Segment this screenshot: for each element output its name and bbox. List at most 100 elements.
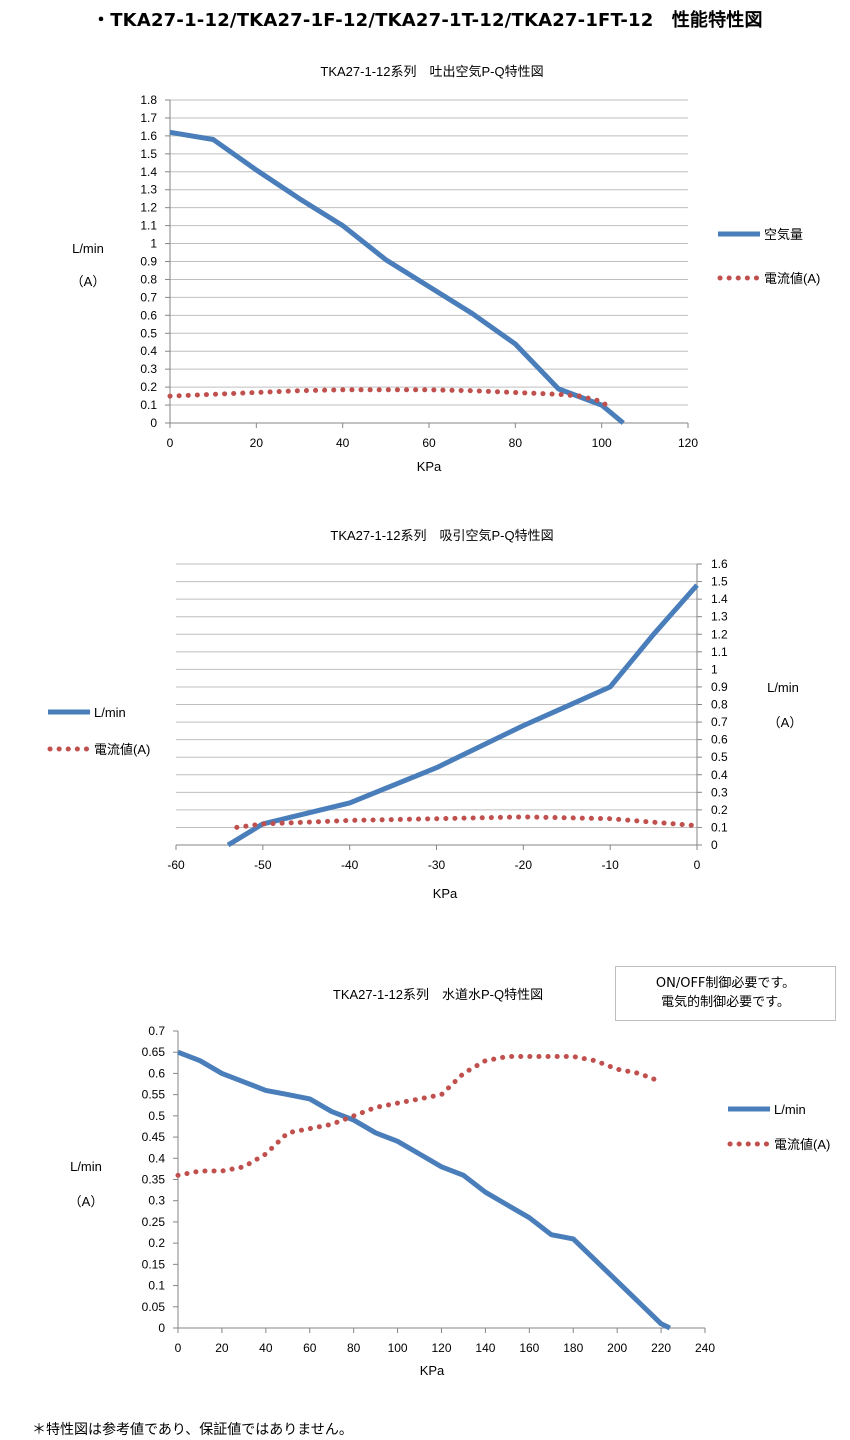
- series-line-1: [177, 1049, 671, 1331]
- y-tick-label: 0.25: [142, 1215, 166, 1229]
- y-tick-label: 0.5: [711, 750, 728, 764]
- x-tick-label: 0: [167, 436, 174, 450]
- y-tick-label: 0: [158, 1321, 165, 1335]
- y-tick-label: 1.3: [140, 183, 157, 197]
- x-tick-label: -10: [601, 858, 619, 872]
- y-tick-label: 1.5: [140, 147, 157, 161]
- y-axis-label: （A）: [768, 715, 803, 730]
- y-tick-label: 0.2: [140, 380, 157, 394]
- y-tick-label: 0.2: [148, 1236, 165, 1250]
- x-tick-label: -40: [341, 858, 359, 872]
- y-tick-label: 0.6: [148, 1066, 165, 1080]
- y-tick-label: 0.35: [142, 1173, 166, 1187]
- y-tick-label: 0.65: [142, 1045, 166, 1059]
- y-tick-label: 0.4: [711, 768, 728, 782]
- y-tick-label: 0.5: [140, 326, 157, 340]
- suction-air-pq-chart: TKA27-1-12系列 吸引空気P-Q特性図 0 0.1 0.2 0.3 0.4 0.5 0…: [47, 528, 803, 901]
- y-tick-label: 1.6: [711, 557, 728, 571]
- y-tick-label: 0.9: [140, 255, 157, 269]
- y-tick-label: 0.5: [148, 1109, 165, 1123]
- x-axis-label: KPa: [433, 886, 458, 901]
- x-tick-label: 0: [175, 1341, 182, 1355]
- x-tick-label: 180: [563, 1341, 583, 1355]
- x-axis-label: KPa: [420, 1363, 445, 1378]
- legend-label-2: 電流値(A): [764, 271, 820, 286]
- x-tick-label: 100: [388, 1341, 408, 1355]
- x-axis-label: KPa: [417, 459, 442, 474]
- x-tick-label: -50: [254, 858, 272, 872]
- y-tick-label: 0.6: [140, 308, 157, 322]
- y-tick-label: 1: [711, 662, 718, 676]
- y-tick-label: 0.2: [711, 803, 728, 817]
- x-tick-label: 20: [250, 436, 264, 450]
- y-tick-label: 0.1: [148, 1279, 165, 1293]
- chart-title: TKA27-1-12系列 水道水P-Q特性図: [333, 987, 543, 1002]
- y-tick-label: 0.9: [711, 680, 728, 694]
- y-tick-label: 1.4: [140, 165, 157, 179]
- note-line-1: ON/OFF制御必要です。: [655, 976, 796, 991]
- control-note-box: ON/OFF制御必要です。 電気的制御必要です。: [615, 966, 836, 1021]
- y-tick-label: 0.05: [142, 1300, 166, 1314]
- x-tick-label: 120: [431, 1341, 451, 1355]
- series-line-2: [175, 1054, 664, 1178]
- legend-label-1: L/min: [774, 1102, 806, 1117]
- x-tick-label: 20: [215, 1341, 229, 1355]
- y-axis-label: L/min: [72, 241, 104, 256]
- x-tick-label: 120: [678, 436, 698, 450]
- series-line-1: [226, 583, 699, 848]
- y-axis-label: （A）: [71, 274, 106, 289]
- y-axis-label: L/min: [70, 1159, 102, 1174]
- y-tick-label: 1.1: [140, 219, 157, 233]
- y-tick-label: 0.7: [140, 290, 157, 304]
- x-tick-label: 140: [475, 1341, 495, 1355]
- y-tick-label: 1.8: [140, 93, 157, 107]
- chart-title: TKA27-1-12系列 吸引空気P-Q特性図: [330, 528, 553, 543]
- y-tick-label: 0.3: [711, 785, 728, 799]
- y-tick-label: 0.45: [142, 1130, 166, 1144]
- series-line-1: [169, 129, 625, 425]
- y-tick-label: 1.6: [140, 129, 157, 143]
- x-tick-label: 40: [336, 436, 350, 450]
- x-tick-label: 220: [651, 1341, 671, 1355]
- y-tick-label: 1: [150, 237, 157, 251]
- y-tick-label: 1.1: [711, 645, 728, 659]
- y-tick-label: 0.7: [711, 715, 728, 729]
- x-tick-label: -20: [515, 858, 533, 872]
- x-tick-label: 160: [519, 1341, 539, 1355]
- y-tick-label: 1.3: [711, 610, 728, 624]
- tap-water-pq-chart: TKA27-1-12系列 水道水P-Q特性図 0 0.05 0.1 0.15 0.2 0.2…: [69, 987, 831, 1378]
- legend-label-1: L/min: [94, 705, 126, 720]
- y-tick-label: 0.4: [140, 344, 157, 358]
- note-line-2: 電気的制御必要です。: [661, 995, 790, 1010]
- y-tick-label: 1.7: [140, 111, 157, 125]
- y-tick-label: 1.2: [140, 201, 157, 215]
- x-tick-label: 200: [607, 1341, 627, 1355]
- y-tick-label: 1.4: [711, 592, 728, 606]
- y-axis-label: （A）: [69, 1194, 104, 1209]
- y-tick-label: 1.2: [711, 627, 728, 641]
- x-tick-label: 0: [694, 858, 701, 872]
- y-tick-label: 0.3: [140, 362, 157, 376]
- y-tick-label: 0.4: [148, 1151, 165, 1165]
- chart-title: TKA27-1-12系列 吐出空気P-Q特性図: [320, 64, 543, 79]
- y-axis-label: L/min: [767, 680, 799, 695]
- footnote: ＊特性図は参考値であり、保証値ではありません。: [32, 1422, 353, 1438]
- y-tick-label: 0.3: [148, 1194, 165, 1208]
- page-title: ・TKA27-1-12/TKA27-1F-12/TKA27-1T-12/TKA2…: [92, 10, 763, 31]
- x-tick-label: 240: [695, 1341, 715, 1355]
- y-tick-label: 1.5: [711, 575, 728, 589]
- y-tick-label: 0.55: [142, 1088, 166, 1102]
- y-tick-label: 0.15: [142, 1257, 166, 1271]
- x-tick-label: 60: [303, 1341, 317, 1355]
- x-tick-label: 80: [347, 1341, 361, 1355]
- y-tick-label: 0: [150, 416, 157, 430]
- y-tick-label: 0.1: [140, 398, 157, 412]
- x-tick-label: 100: [592, 436, 612, 450]
- series-line-2: [234, 814, 700, 830]
- discharge-air-pq-chart: TKA27-1-12系列 吐出空気P-Q特性図 0 0.1 0.2 0.3 0.4 0.5 0…: [71, 64, 821, 474]
- legend-label-2: 電流値(A): [774, 1137, 830, 1152]
- series-line-2: [167, 387, 613, 412]
- x-tick-label: 40: [259, 1341, 273, 1355]
- y-tick-label: 0: [711, 838, 718, 852]
- y-tick-label: 0.8: [140, 272, 157, 286]
